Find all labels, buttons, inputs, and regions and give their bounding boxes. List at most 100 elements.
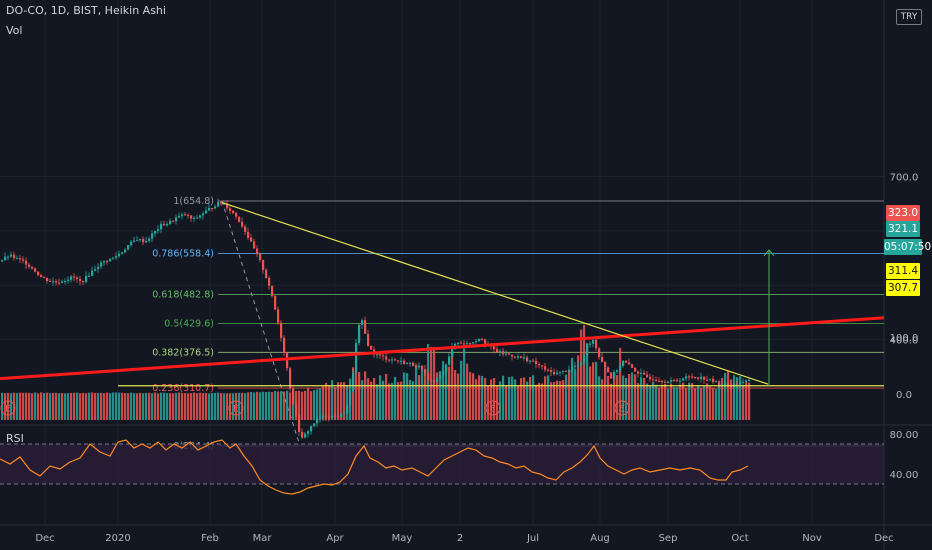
candle-body — [706, 379, 709, 381]
candle-body — [118, 253, 121, 257]
volume-bar — [688, 382, 691, 420]
candle-body — [643, 372, 646, 375]
candle-body — [466, 343, 469, 345]
volume-bar — [64, 393, 67, 420]
volume-bar — [274, 390, 277, 420]
rsi-label[interactable]: RSI — [6, 432, 24, 445]
candle-body — [493, 346, 496, 350]
candle-body — [616, 370, 619, 372]
candle-body — [55, 281, 58, 283]
candle-body — [679, 380, 682, 382]
candle-body — [529, 360, 532, 362]
volume-bar — [238, 392, 241, 420]
candle-body — [409, 362, 412, 364]
candle-body — [583, 355, 586, 363]
candle-body — [61, 281, 64, 283]
currency-button[interactable]: TRY — [896, 9, 922, 25]
volume-bar — [322, 385, 325, 420]
volume-bar — [7, 392, 10, 420]
candle-body — [91, 270, 94, 276]
volume-label[interactable]: Vol — [6, 24, 23, 37]
volume-bar — [424, 373, 427, 420]
volume-bar — [535, 384, 538, 420]
volume-bar — [52, 392, 55, 420]
trendlines[interactable] — [0, 202, 885, 387]
candle-body — [142, 238, 145, 243]
volume-bar — [730, 379, 733, 420]
candle-body — [610, 372, 613, 379]
volume-bar — [712, 388, 715, 420]
candle-body — [688, 376, 691, 378]
candle-body — [496, 349, 499, 353]
volume-bar — [10, 393, 13, 420]
candle-body — [340, 413, 343, 417]
volume-bar — [508, 377, 511, 420]
candle-body — [247, 231, 250, 238]
candle-body — [82, 281, 85, 283]
candle-body — [100, 262, 103, 267]
volume-bar — [334, 387, 337, 420]
volume-bar — [715, 388, 718, 420]
volume-bar — [319, 388, 322, 420]
volume-bar — [310, 391, 313, 420]
volume-bar — [562, 380, 565, 420]
candle-body — [232, 210, 235, 214]
candle-body — [625, 360, 628, 363]
volume-bar — [34, 392, 37, 420]
candle-body — [199, 215, 202, 218]
candle-body — [184, 214, 187, 216]
volume-bar — [61, 393, 64, 420]
volume-bar — [67, 393, 70, 420]
volume-bar — [190, 393, 193, 420]
fib-label-1: 0.786(558.4) — [152, 248, 214, 259]
candle-body — [397, 360, 400, 362]
candle-body — [16, 258, 19, 260]
volume-bar — [661, 384, 664, 420]
volume-bar — [205, 392, 208, 420]
candle-body — [40, 275, 43, 278]
candle-body — [694, 377, 697, 379]
candle-body — [574, 365, 577, 367]
candle-body — [481, 338, 484, 340]
volume-bar — [685, 387, 688, 420]
candle-body — [568, 369, 571, 372]
candle-body — [676, 380, 679, 382]
candle-body — [682, 378, 685, 381]
volume-bar — [151, 393, 154, 420]
volume-bar — [82, 392, 85, 420]
symbol-title[interactable]: DO-CO, 1D, BIST, Heikin Ashi — [6, 4, 166, 17]
candle-body — [133, 240, 136, 242]
volume-bar — [553, 382, 556, 420]
volume-bar — [40, 392, 43, 420]
candle-body — [7, 256, 10, 258]
volume-bar — [415, 364, 418, 420]
volume-bar — [577, 355, 580, 420]
volume-bar — [145, 392, 148, 420]
volume-bar — [16, 393, 19, 420]
volume-bar — [142, 393, 145, 420]
volume-bar — [85, 393, 88, 420]
candle-body — [739, 382, 742, 385]
candle-body — [589, 343, 592, 345]
time-tick-10: Oct — [731, 533, 748, 544]
candle-body — [394, 359, 397, 361]
volume-bar — [679, 384, 682, 420]
volume-bar — [697, 385, 700, 420]
candle-body — [88, 275, 91, 277]
volume-bar — [595, 361, 598, 420]
candle-body — [163, 223, 166, 226]
volume-tick-0: 0.0 — [896, 390, 912, 401]
candle-body — [697, 377, 700, 379]
candle-body — [307, 431, 310, 434]
candle-body — [271, 285, 274, 296]
volume-bar — [601, 379, 604, 420]
candle-body — [601, 357, 604, 362]
candle-body — [535, 360, 538, 365]
candle-body — [325, 415, 328, 417]
candle-body — [652, 379, 655, 381]
volume-bar — [97, 392, 100, 420]
volume-bar — [700, 388, 703, 420]
candle-body — [370, 345, 373, 350]
time-tick-5: May — [392, 533, 413, 544]
